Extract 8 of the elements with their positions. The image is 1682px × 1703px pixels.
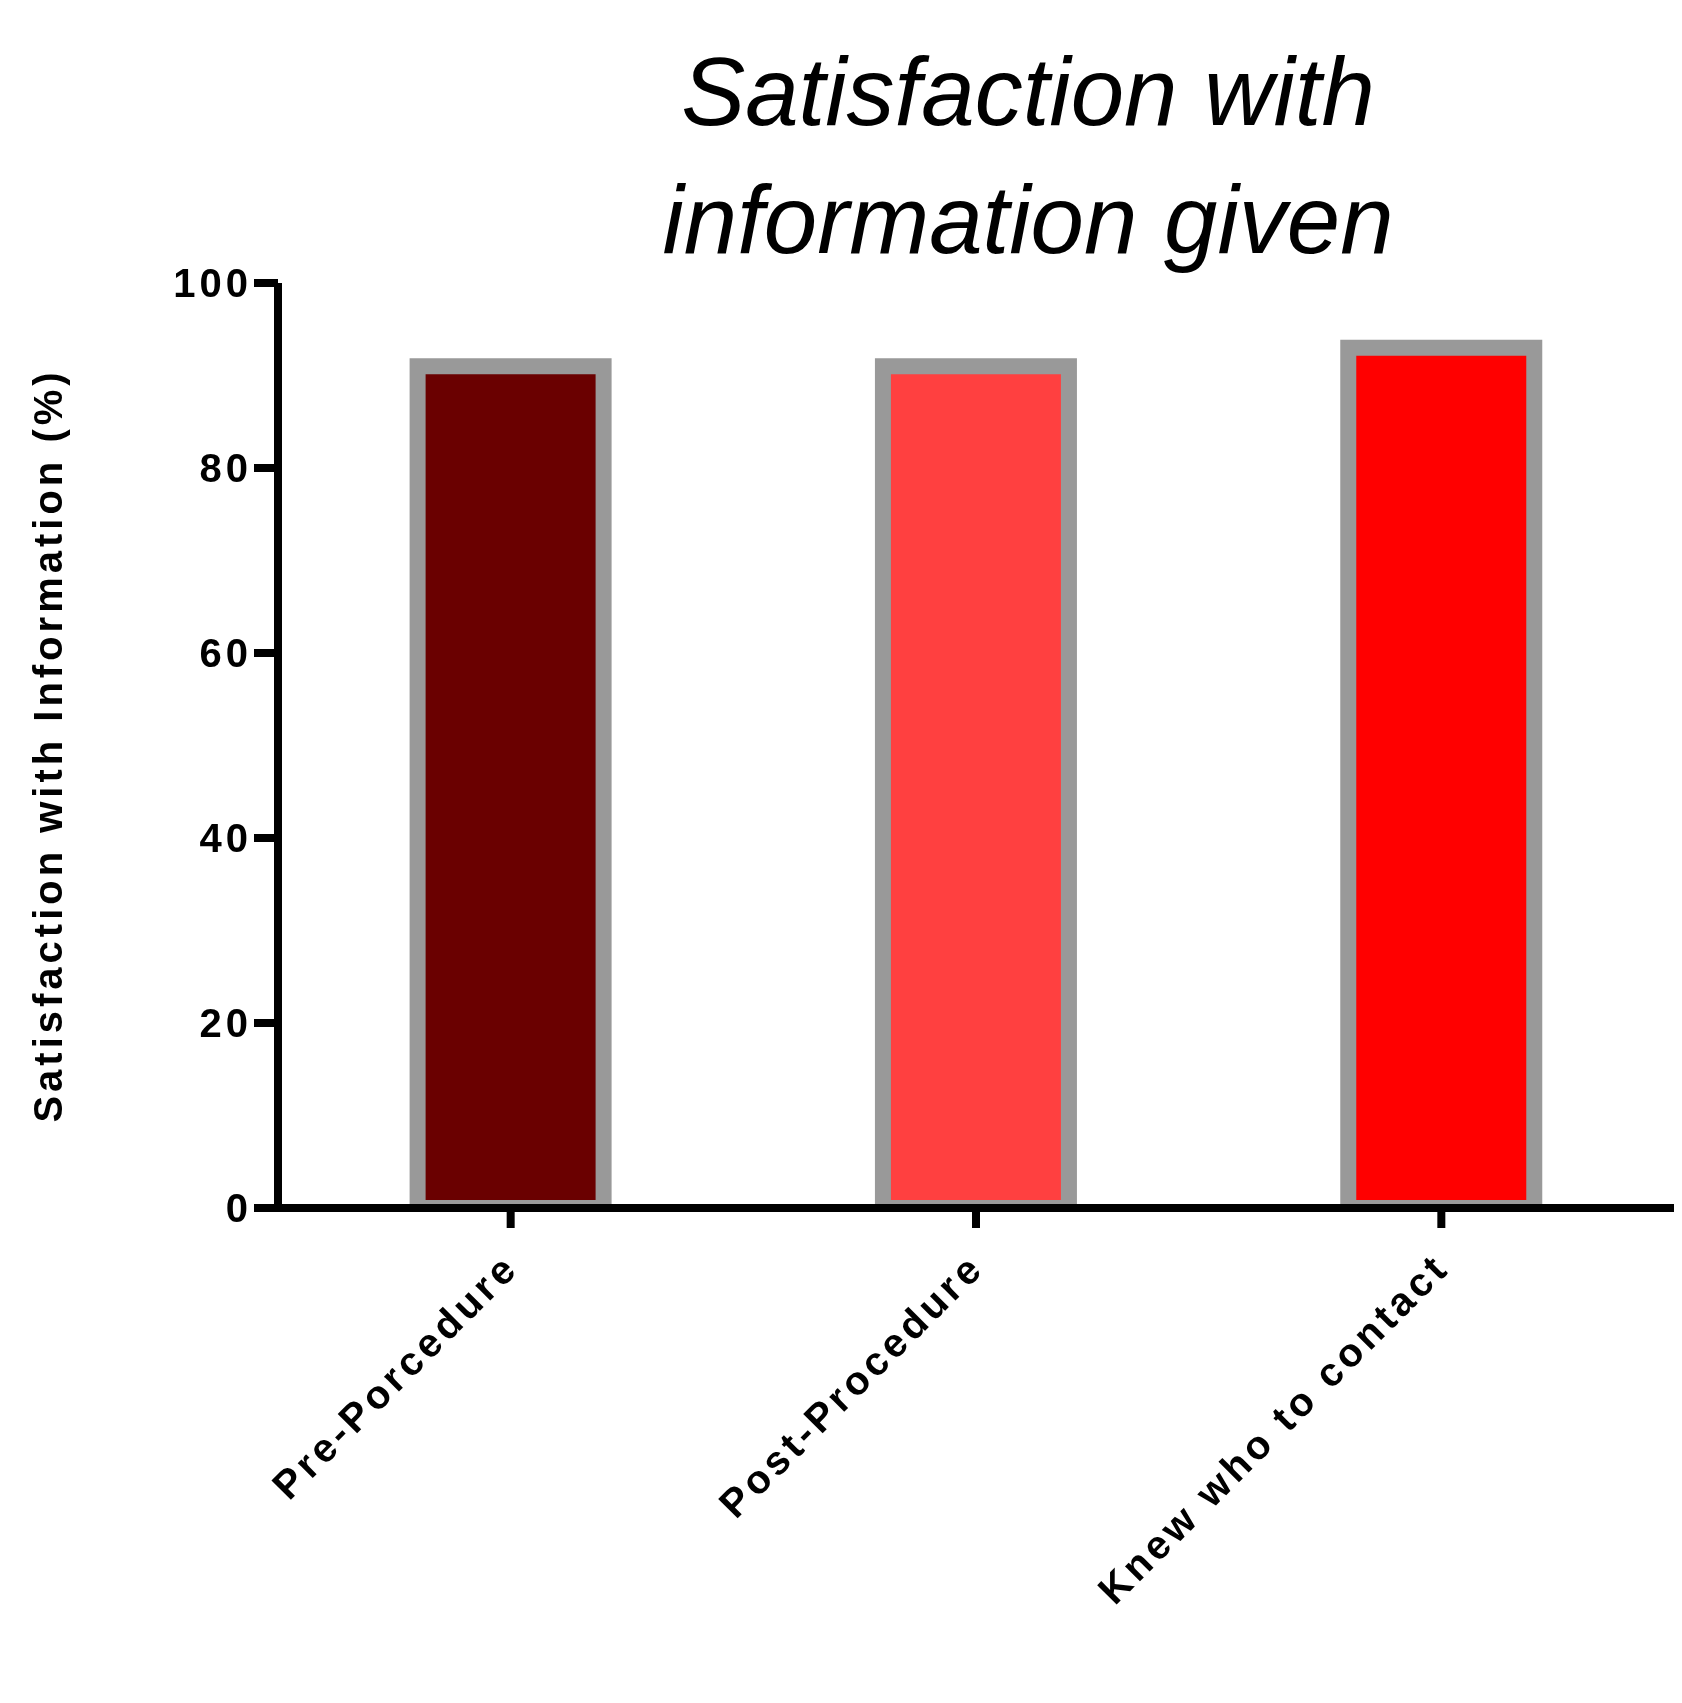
y-axis-title: Satisfaction with Information (%) xyxy=(26,368,71,1123)
chart-title: Satisfaction with information given xyxy=(661,37,1395,275)
y-tick-label: 80 xyxy=(199,446,252,491)
y-tick-label: 40 xyxy=(199,816,252,861)
y-tick-label: 20 xyxy=(199,1001,252,1046)
y-tick-label: 0 xyxy=(225,1186,252,1231)
y-tick-label: 60 xyxy=(199,631,252,676)
y-tick-label: 100 xyxy=(173,261,252,306)
